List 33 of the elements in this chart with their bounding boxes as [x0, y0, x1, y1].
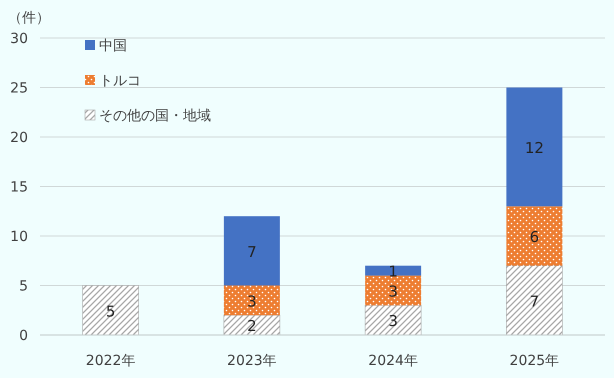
legend-label: トルコ — [99, 73, 141, 89]
legend-label: 中国 — [99, 38, 127, 54]
bar — [224, 286, 280, 316]
x-tick-label: 2024年 — [368, 353, 418, 369]
data-label: 2 — [247, 317, 257, 336]
bar — [224, 314, 280, 336]
y-tick-label: 5 — [19, 278, 28, 294]
bar — [506, 206, 562, 266]
bar — [224, 216, 280, 286]
data-label: 3 — [388, 312, 398, 330]
y-tick-label: 25 — [10, 80, 28, 96]
y-axis-title: （件） — [8, 10, 50, 26]
bar — [506, 88, 562, 206]
data-label: 7 — [530, 292, 540, 310]
bar — [365, 276, 422, 306]
data-label: 5 — [106, 302, 116, 320]
bar — [364, 305, 422, 336]
x-tick-label: 2023年 — [227, 353, 277, 369]
bar — [506, 265, 563, 336]
data-label: 3 — [388, 282, 398, 300]
y-tick-label: 20 — [10, 130, 28, 146]
data-label: 6 — [530, 228, 540, 246]
x-tick-label: 2022年 — [86, 353, 136, 369]
y-tick-label: 30 — [10, 31, 28, 47]
y-tick-label: 10 — [10, 229, 28, 245]
y-tick-label: 15 — [10, 180, 28, 196]
bar — [82, 285, 139, 336]
legend-label: その他の国・地域 — [99, 108, 211, 124]
data-label: 7 — [247, 242, 257, 261]
data-label: 3 — [247, 292, 257, 310]
y-tick-label: 0 — [19, 328, 28, 344]
x-tick-label: 2025年 — [510, 353, 560, 369]
data-label: 12 — [524, 138, 544, 157]
